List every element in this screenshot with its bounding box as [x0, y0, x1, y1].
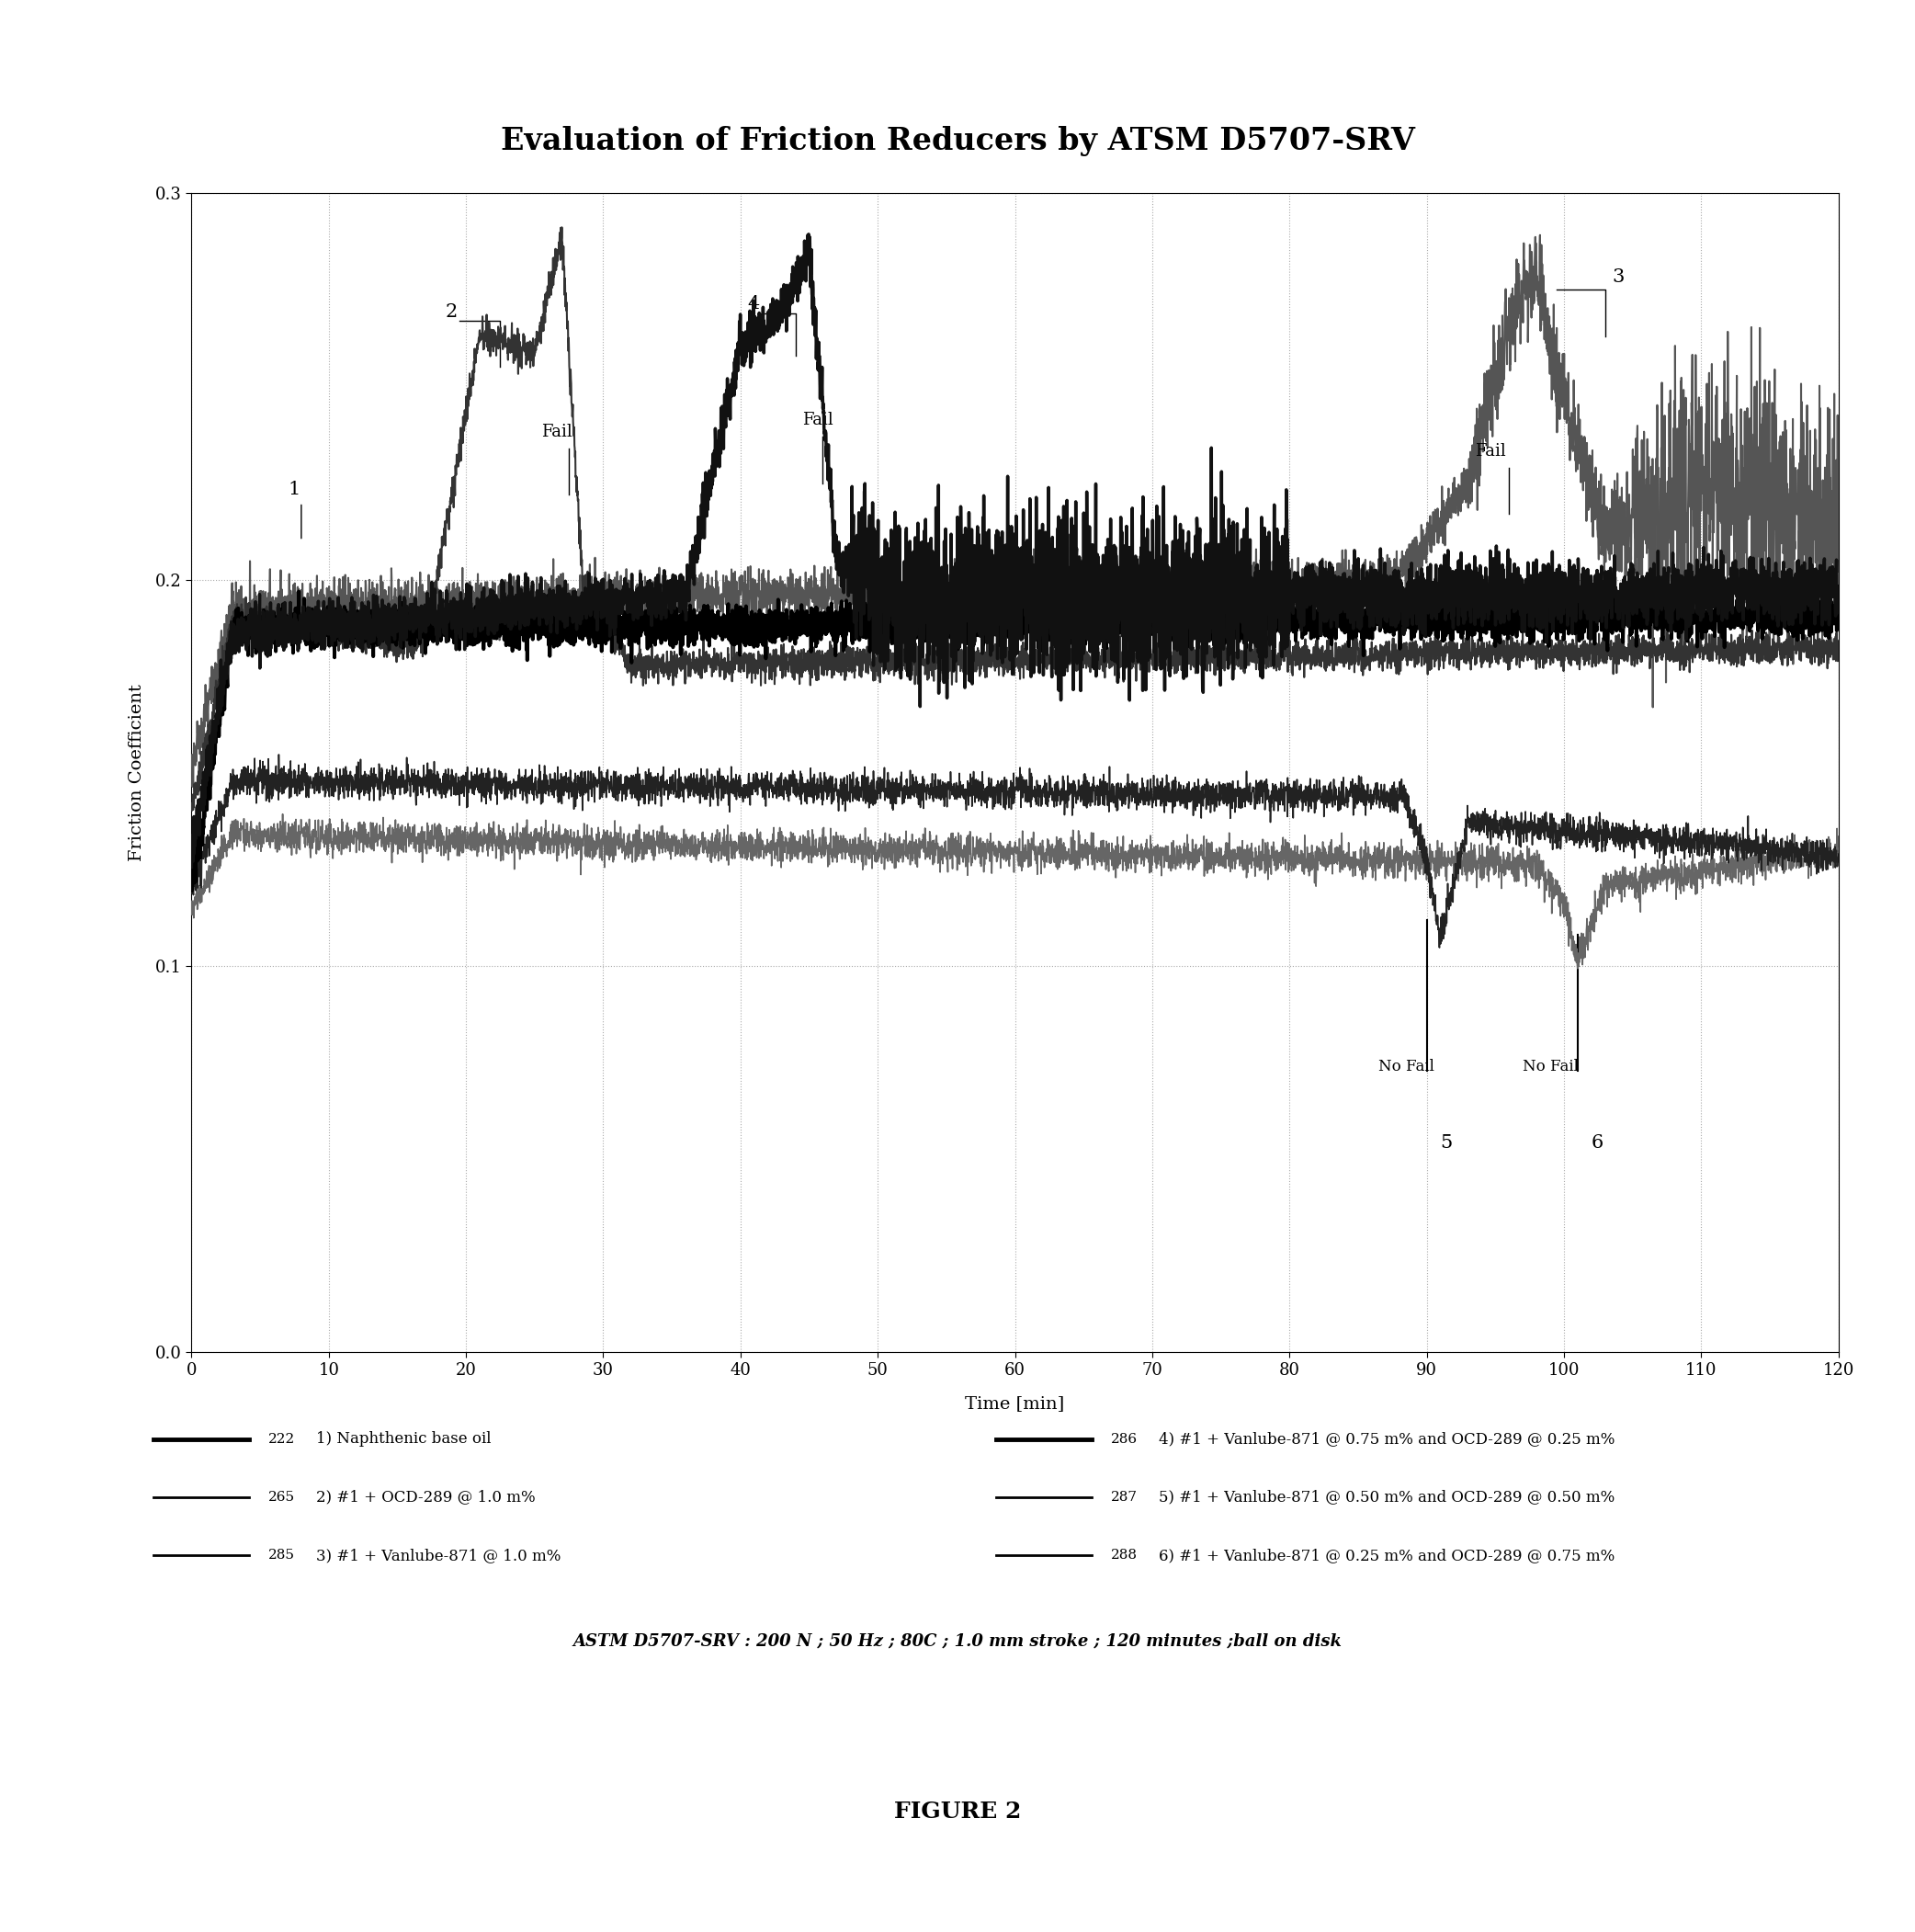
Text: No Fail: No Fail: [1522, 1059, 1578, 1074]
Y-axis label: Friction Coefficient: Friction Coefficient: [128, 684, 146, 862]
Text: 5: 5: [1440, 1134, 1453, 1151]
Text: 265: 265: [268, 1492, 295, 1503]
Text: 287: 287: [1111, 1492, 1138, 1503]
Text: Time [min]: Time [min]: [965, 1395, 1065, 1412]
Text: 3) #1 + Vanlube-871 @ 1.0 m%: 3) #1 + Vanlube-871 @ 1.0 m%: [316, 1548, 561, 1563]
Text: 4) #1 + Vanlube-871 @ 0.75 m% and OCD-289 @ 0.25 m%: 4) #1 + Vanlube-871 @ 0.75 m% and OCD-28…: [1159, 1432, 1614, 1447]
Text: Fail: Fail: [1475, 442, 1505, 460]
Text: FIGURE 2: FIGURE 2: [894, 1801, 1021, 1822]
Text: 6: 6: [1591, 1134, 1603, 1151]
Text: ASTM D5707-SRV : 200 N ; 50 Hz ; 80C ; 1.0 mm stroke ; 120 minutes ;ball on disk: ASTM D5707-SRV : 200 N ; 50 Hz ; 80C ; 1…: [573, 1633, 1342, 1650]
Text: 4: 4: [747, 296, 760, 313]
Text: 288: 288: [1111, 1549, 1138, 1561]
Text: 1) Naphthenic base oil: 1) Naphthenic base oil: [316, 1432, 490, 1447]
Text: 222: 222: [268, 1434, 295, 1445]
Text: 285: 285: [268, 1549, 295, 1561]
Text: Fail: Fail: [802, 412, 833, 429]
Text: Fail: Fail: [542, 423, 573, 440]
Text: Evaluation of Friction Reducers by ATSM D5707-SRV: Evaluation of Friction Reducers by ATSM …: [500, 126, 1415, 156]
Text: 5) #1 + Vanlube-871 @ 0.50 m% and OCD-289 @ 0.50 m%: 5) #1 + Vanlube-871 @ 0.50 m% and OCD-28…: [1159, 1490, 1614, 1505]
Text: 2: 2: [446, 303, 458, 321]
Text: 1: 1: [287, 481, 301, 498]
Text: 286: 286: [1111, 1434, 1138, 1445]
Text: 2) #1 + OCD-289 @ 1.0 m%: 2) #1 + OCD-289 @ 1.0 m%: [316, 1490, 536, 1505]
Text: No Fail: No Fail: [1379, 1059, 1434, 1074]
Text: 3: 3: [1612, 269, 1624, 286]
Text: 6) #1 + Vanlube-871 @ 0.25 m% and OCD-289 @ 0.75 m%: 6) #1 + Vanlube-871 @ 0.25 m% and OCD-28…: [1159, 1548, 1614, 1563]
